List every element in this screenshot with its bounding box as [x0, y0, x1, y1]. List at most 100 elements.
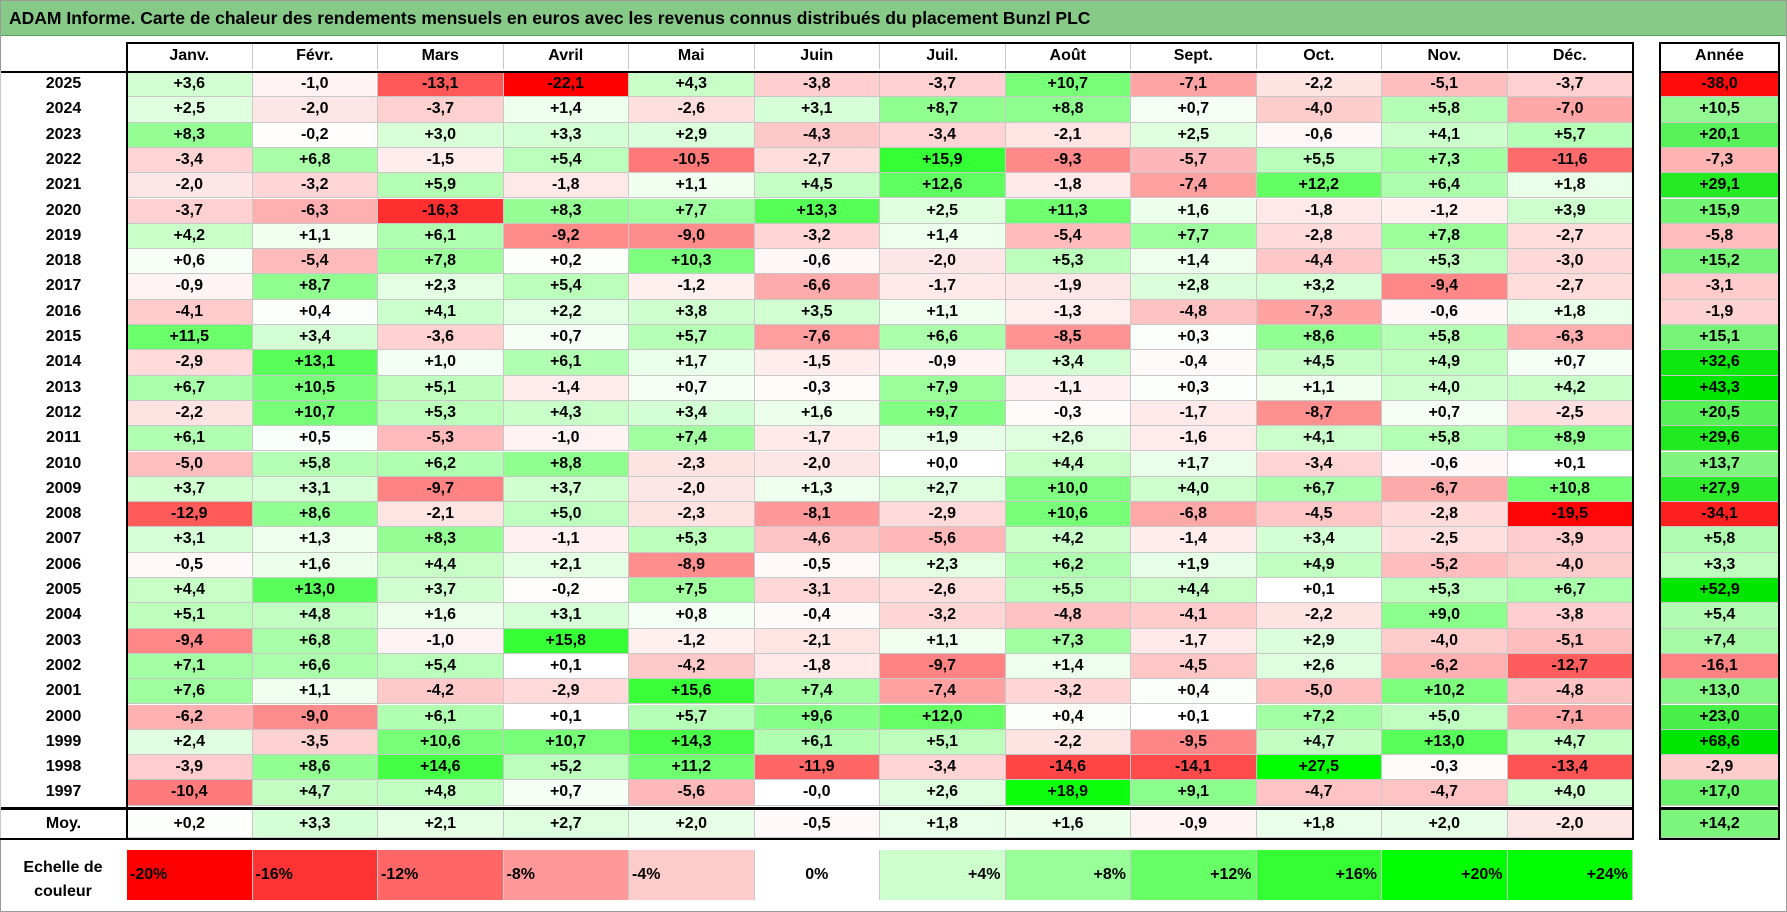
heatmap-cell: +4,2 [127, 223, 253, 250]
heatmap-cell: +7,5 [629, 578, 755, 604]
heatmap-cell: +3,4 [1005, 350, 1131, 376]
annual-header: Année [1695, 47, 1744, 64]
average-cell: +2,7 [503, 809, 629, 838]
year-label: 2017 [45, 277, 82, 295]
heatmap-cell: -1,7 [754, 426, 880, 452]
heatmap-cell: -3,2 [754, 223, 880, 250]
heatmap-cell: +4,2 [1507, 375, 1633, 401]
average-cell: +1,6 [1005, 809, 1131, 838]
chart-title: ADAM Informe. Carte de chaleur des rende… [9, 8, 1091, 28]
heatmap-cell: +8,3 [503, 198, 629, 224]
scale-swatch: -4% [629, 850, 755, 900]
heatmap-cell: -3,7 [1507, 72, 1633, 98]
annual-cell: -2,9 [1661, 755, 1778, 781]
heatmap-cell: +3,1 [754, 97, 880, 123]
heatmap-cell: +1,4 [880, 223, 1006, 250]
heatmap-cell: +6,8 [252, 628, 378, 654]
heatmap-cell: +4,3 [503, 400, 629, 427]
heatmap-cell: +8,9 [1507, 426, 1633, 452]
heatmap-cell: -1,2 [1382, 198, 1508, 224]
heatmap-cell: -2,2 [1256, 603, 1382, 629]
month-header: Mai [629, 44, 755, 69]
annual-cell: +7,4 [1661, 628, 1778, 654]
heatmap-cell: -5,1 [1382, 72, 1508, 98]
heatmap-cell: +4,5 [1256, 350, 1382, 376]
annual-cell: +15,9 [1661, 198, 1778, 224]
heatmap-cell: -0,0 [754, 780, 880, 806]
heatmap-cell: +7,1 [127, 653, 253, 680]
annual-cell: +5,4 [1661, 603, 1778, 629]
heatmap-cell: +10,3 [629, 249, 755, 275]
heatmap-cell: -6,2 [127, 704, 253, 730]
heatmap-cell: +9,0 [1382, 603, 1508, 629]
heatmap-cell: -1,4 [1131, 527, 1257, 553]
heatmap-cell: +7,7 [629, 198, 755, 224]
heatmap-cell: +4,1 [1256, 426, 1382, 452]
heatmap-cell: +5,8 [1382, 97, 1508, 123]
header-divider [0, 71, 1633, 73]
heatmap-cell: -1,5 [378, 147, 504, 174]
heatmap-cell: -8,9 [629, 552, 755, 578]
heatmap-cell: +0,8 [629, 603, 755, 629]
average-cell: +3,3 [252, 809, 378, 838]
heatmap-cell: +7,8 [1382, 223, 1508, 250]
table-bottom [0, 837, 1633, 840]
heatmap-cell: -0,6 [1382, 299, 1508, 325]
heatmap-cell: +6,2 [1005, 552, 1131, 578]
heatmap-cell: +4,4 [378, 552, 504, 578]
year-label: 2019 [45, 226, 82, 244]
heatmap-cell: -2,9 [127, 350, 253, 376]
heatmap-cell: -5,1 [1507, 628, 1633, 654]
heatmap-cell: -3,7 [127, 198, 253, 224]
heatmap-cell: -2,5 [1507, 400, 1633, 427]
average-cell: +1,8 [1256, 809, 1382, 838]
heatmap-cell: -2,6 [629, 97, 755, 123]
heatmap-cell: +3,7 [503, 476, 629, 503]
heatmap-cell: +0,1 [1131, 704, 1257, 730]
heatmap-cell: +5,3 [1005, 249, 1131, 275]
year-label: 2020 [45, 201, 82, 219]
heatmap-cell: +3,9 [1507, 198, 1633, 224]
heatmap-cell: +4,7 [1507, 729, 1633, 756]
month-header: Avril [504, 44, 629, 69]
annual-cell: -5,8 [1661, 223, 1778, 250]
heatmap-cell: +6,1 [127, 426, 253, 452]
heatmap-cell: -2,2 [127, 400, 253, 427]
heatmap-cell: -3,7 [378, 97, 504, 123]
heatmap-cell: +0,7 [503, 780, 629, 806]
heatmap-cell: +4,4 [1131, 578, 1257, 604]
scale-swatch: -12% [378, 850, 504, 900]
heatmap-cell: -1,8 [754, 653, 880, 680]
heatmap-cell: -6,2 [1382, 653, 1508, 680]
heatmap-cell: -3,2 [1005, 679, 1131, 705]
annual-cell: +52,9 [1661, 578, 1778, 604]
heatmap-cell: +15,6 [629, 679, 755, 705]
year-label: 1998 [45, 758, 82, 776]
heatmap-cell: +1,4 [503, 97, 629, 123]
heatmap-cell: +2,5 [1131, 122, 1257, 148]
heatmap-cell: -1,7 [1131, 400, 1257, 427]
heatmap-cell: -3,9 [127, 755, 253, 781]
annual-average-divider [1659, 806, 1780, 810]
heatmap-cell: +1,9 [1131, 552, 1257, 578]
heatmap-cell: -3,4 [880, 755, 1006, 781]
heatmap-cell: +3,7 [378, 578, 504, 604]
heatmap-cell: -11,6 [1507, 147, 1633, 174]
heatmap-cell: +8,8 [1005, 97, 1131, 123]
heatmap-cell: +4,4 [127, 578, 253, 604]
average-cell: +2,1 [378, 809, 504, 838]
year-label: 2015 [45, 328, 82, 345]
annual-cell: +29,1 [1661, 173, 1778, 199]
heatmap-cell: +6,6 [252, 653, 378, 680]
heatmap-cell: +1,7 [629, 350, 755, 376]
heatmap-cell: -4,3 [754, 122, 880, 148]
heatmap-cell: +7,3 [1005, 628, 1131, 654]
heatmap-cell: -12,7 [1507, 653, 1633, 680]
heatmap-cell: -2,1 [754, 628, 880, 654]
heatmap-cell: +5,3 [629, 527, 755, 553]
heatmap-cell: +0,7 [1507, 350, 1633, 376]
heatmap-cell: +2,6 [880, 780, 1006, 806]
heatmap-cell: +0,3 [1131, 325, 1257, 351]
heatmap-cell: -0,3 [1005, 400, 1131, 427]
heatmap-cell: +6,7 [127, 375, 253, 401]
